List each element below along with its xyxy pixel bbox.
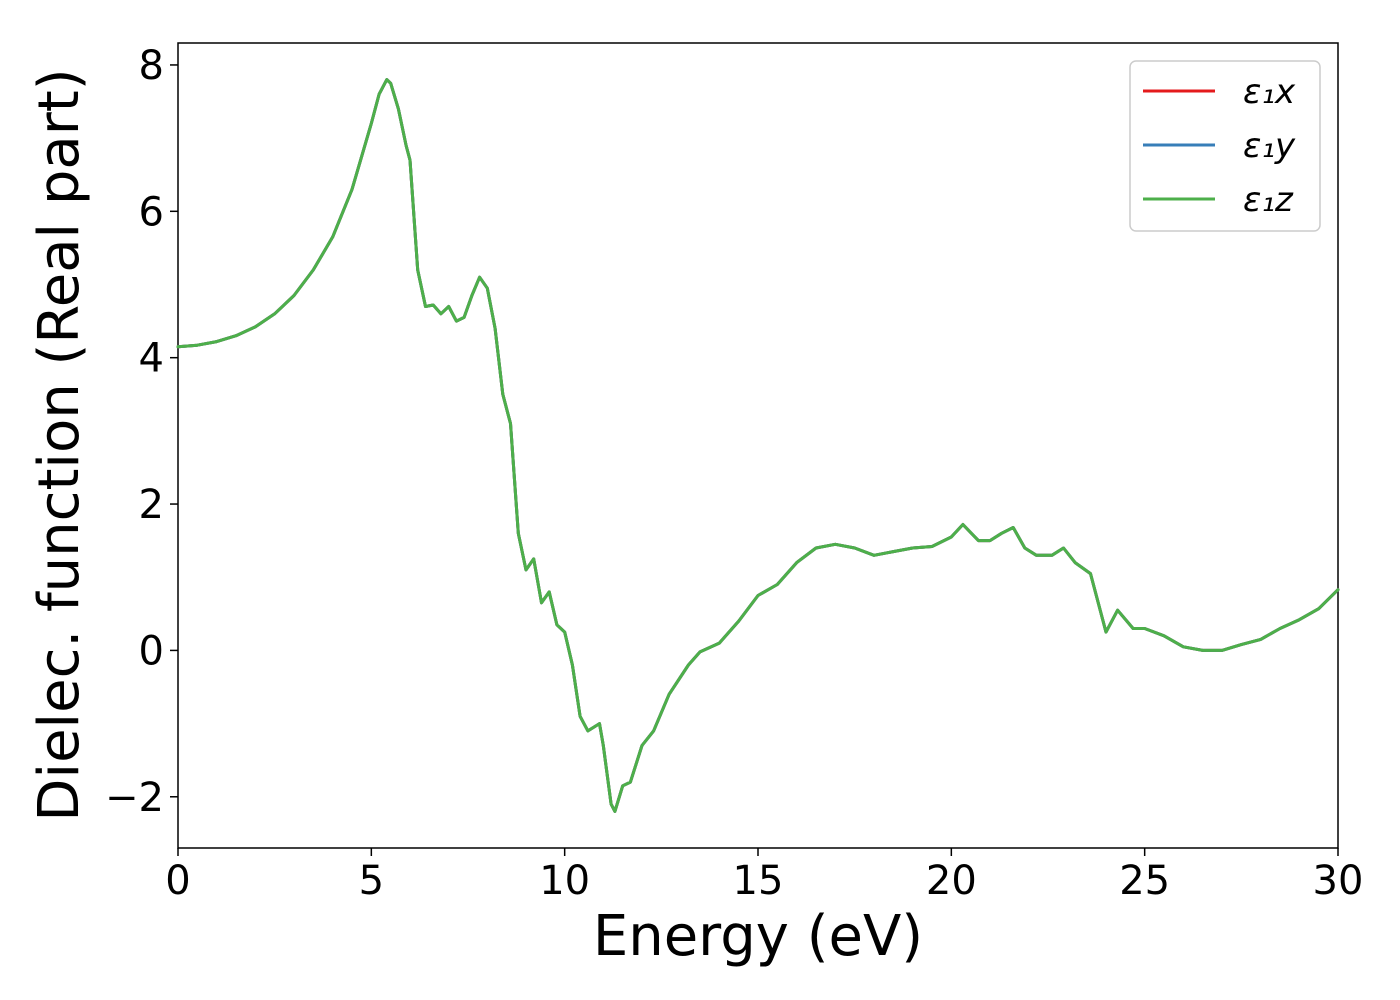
legend-label: ε₁z: [1243, 180, 1294, 220]
series-line-3: [176, 78, 1340, 813]
y-tick-label: 6: [139, 189, 164, 235]
x-axis-label: Energy (eV): [593, 904, 923, 969]
x-tick-label: 10: [539, 858, 590, 904]
y-tick-label: 2: [139, 482, 164, 528]
x-axis-ticks: 0 5 10 15 20 25 30: [165, 848, 1363, 904]
series-lines: [176, 78, 1340, 813]
x-tick-label: 25: [1119, 858, 1170, 904]
legend: ε₁x ε₁y ε₁z: [1129, 60, 1321, 232]
legend-label: ε₁x: [1243, 72, 1296, 112]
legend-box: [1129, 60, 1321, 232]
x-tick-label: 15: [733, 858, 784, 904]
y-axis-ticks: −2 0 2 4 6 8: [105, 43, 178, 821]
y-axis-label: Dielec. function (Real part): [27, 68, 92, 821]
x-tick-label: 5: [359, 858, 384, 904]
x-tick-label: 30: [1313, 858, 1364, 904]
x-tick-label: 0: [165, 858, 190, 904]
y-tick-label: 8: [139, 43, 164, 89]
y-tick-label: 0: [139, 628, 164, 674]
y-tick-label: 4: [139, 336, 164, 382]
legend-label: ε₁y: [1243, 126, 1296, 166]
y-tick-label: −2: [105, 775, 164, 821]
x-tick-label: 20: [926, 858, 977, 904]
